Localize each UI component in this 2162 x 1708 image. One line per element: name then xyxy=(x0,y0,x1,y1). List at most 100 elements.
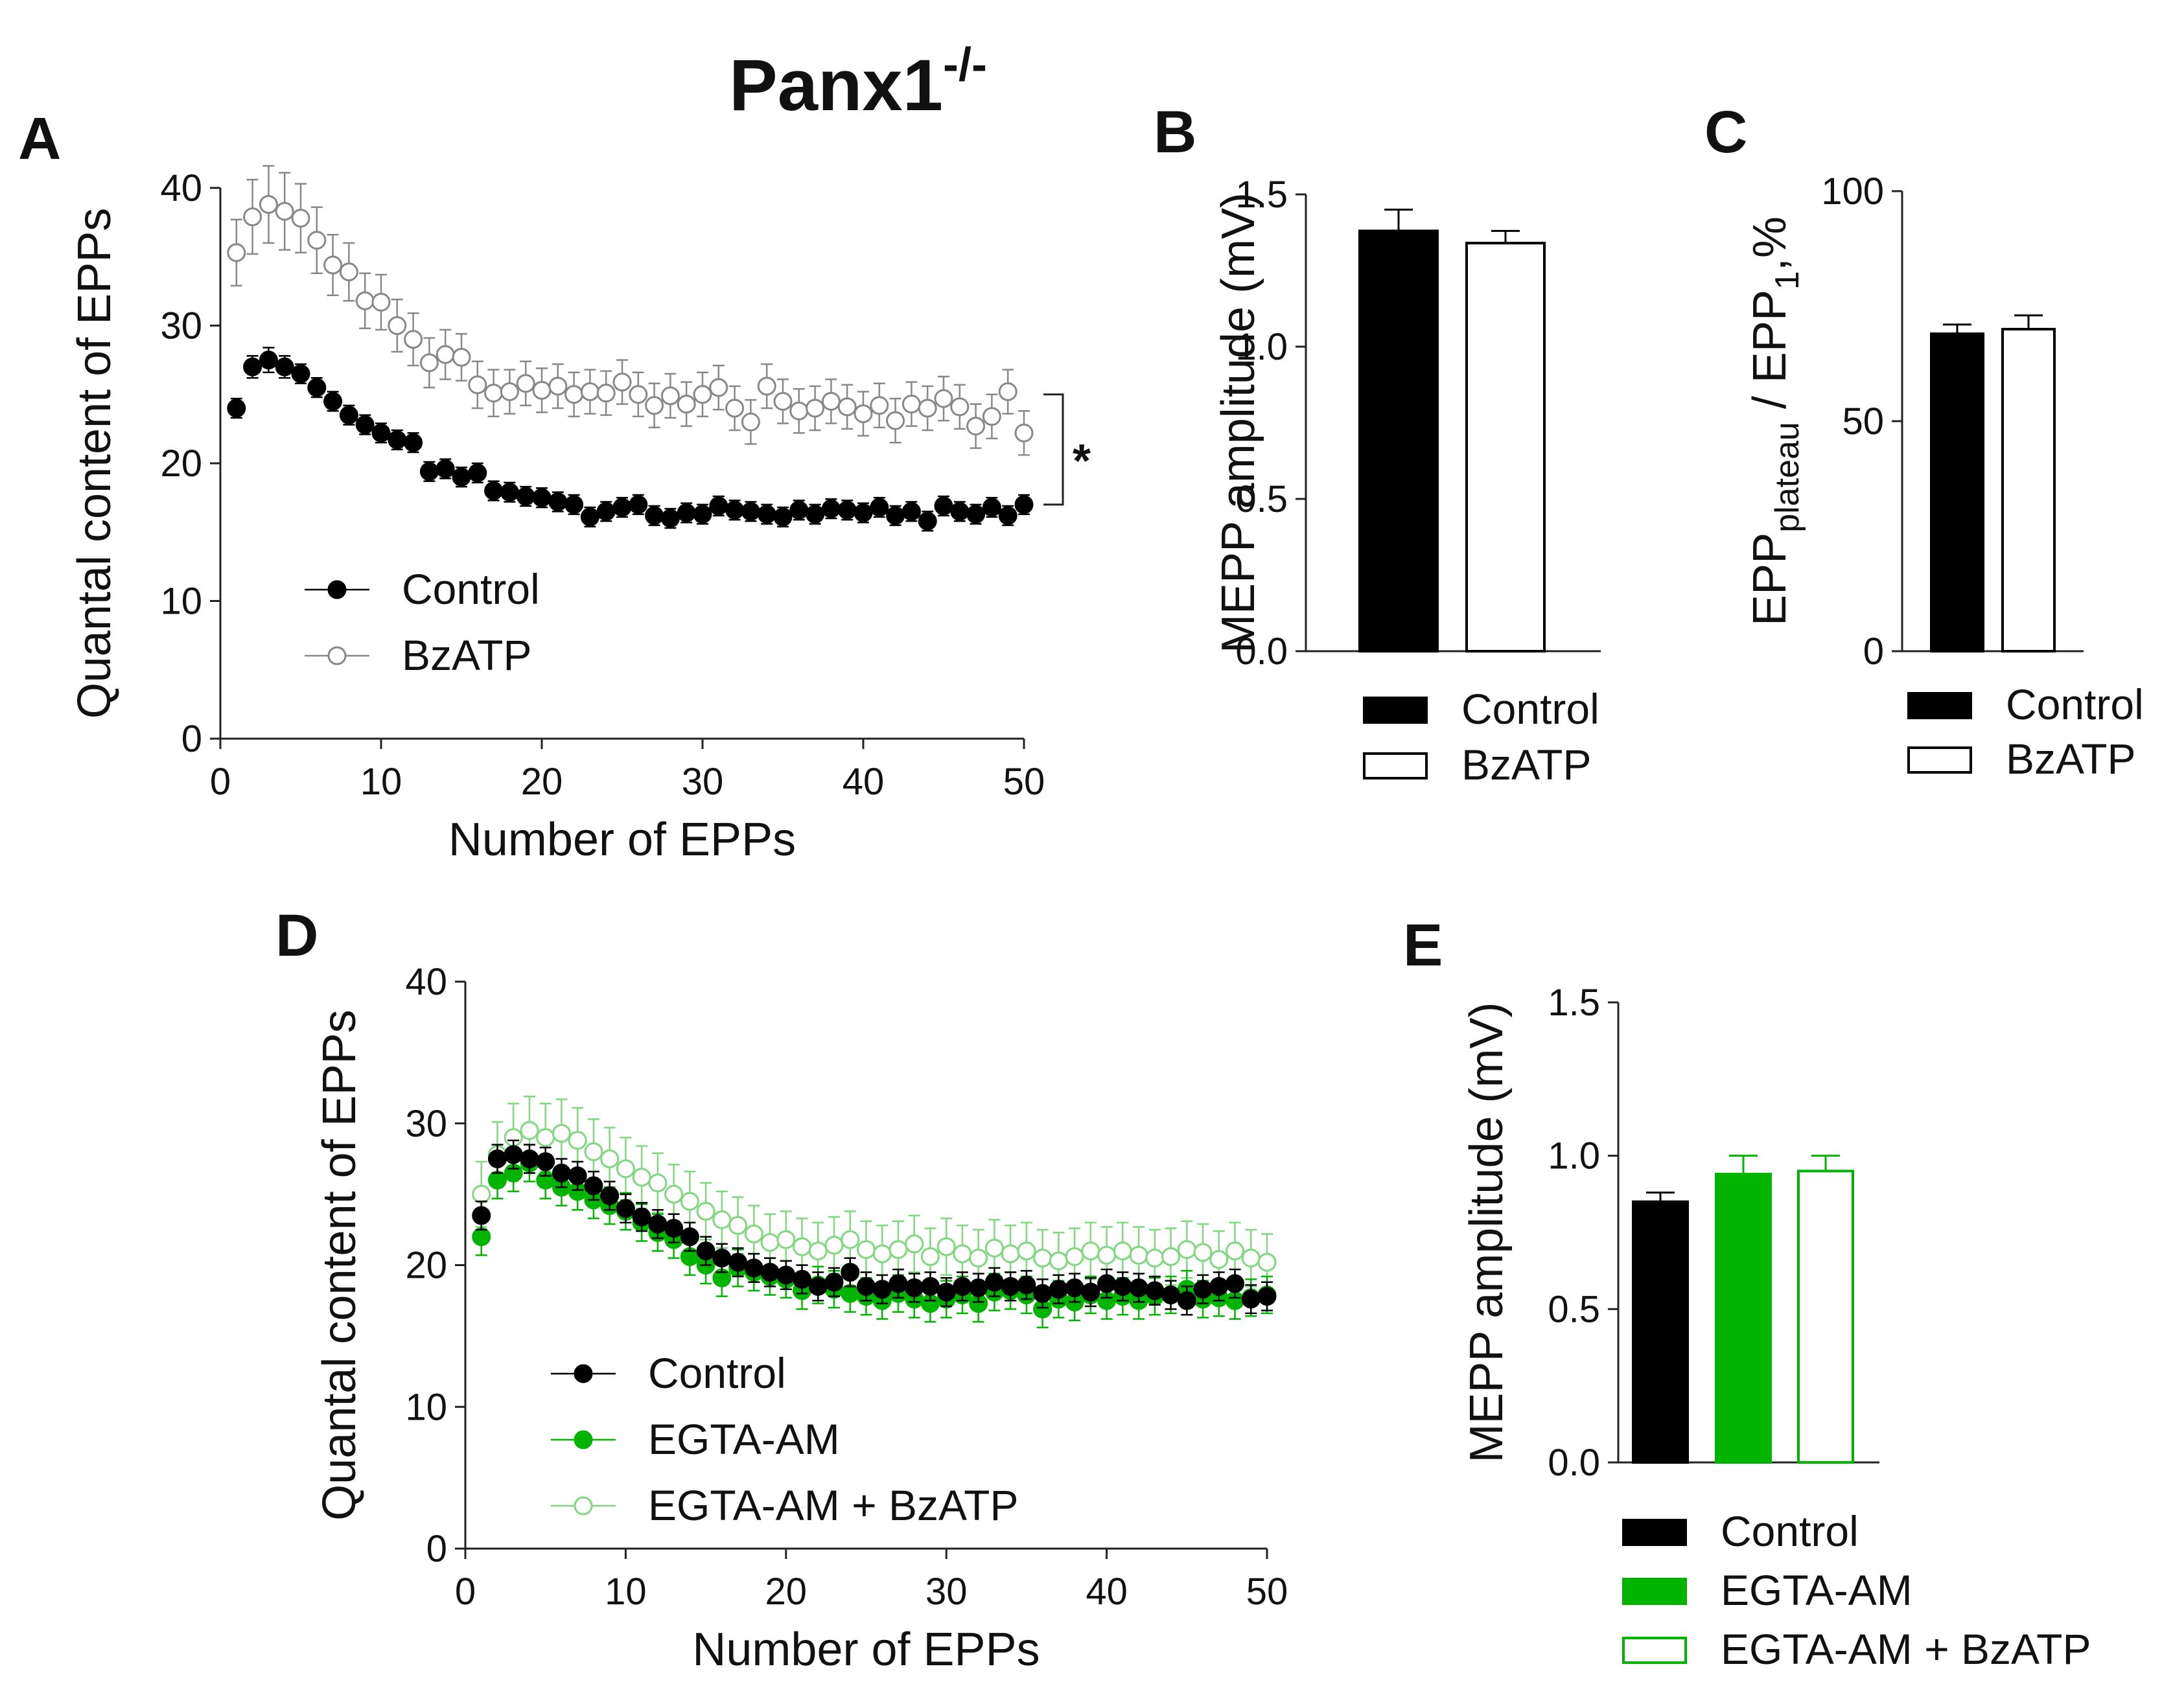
panel-label-b: B xyxy=(1154,99,1196,165)
panel-a-data-point xyxy=(468,463,487,483)
panel-b-bar-bzatp xyxy=(1465,242,1546,652)
panel-c-chart: 0 50 100 Control BzATP EPPplateau / EPP1,% xyxy=(1744,170,2144,783)
panel-a-x-tick-label: 20 xyxy=(521,761,563,803)
panel-d-data-point xyxy=(1177,1291,1196,1310)
panel-a-data-point xyxy=(773,391,793,411)
panel-d-data-point xyxy=(584,1176,603,1195)
panel-d-y-tick-label: 20 xyxy=(405,1245,447,1287)
panel-d-data-point xyxy=(1145,1249,1165,1268)
panel-a-data-point xyxy=(645,506,664,525)
panel-d-data-point xyxy=(1097,1274,1117,1293)
panel-a-data-point xyxy=(516,487,535,506)
panel-a-x-tick-label: 30 xyxy=(682,761,724,803)
panel-a-data-point xyxy=(629,495,648,514)
panel-a-legend-marker xyxy=(327,646,347,665)
panel-d-y-axis-label: Quantal content of EPPs xyxy=(314,1010,366,1520)
panel-d-legend-marker xyxy=(574,1364,593,1383)
panel-a-chart: 0 10 20 30 40 50 0 10 20 30 40 Number of EPPs Quanta… xyxy=(69,165,1091,866)
panel-d-legend-label: EGTA-AM xyxy=(648,1415,840,1463)
panel-a-data-point xyxy=(934,496,953,516)
panel-d-data-point xyxy=(808,1241,828,1261)
panel-e-y-tick-label: 0.5 xyxy=(1548,1288,1600,1330)
panel-d-data-point xyxy=(984,1238,1004,1258)
panel-d-data-point xyxy=(632,1207,651,1227)
panel-e-y-axis-label: MEPP amplitude (mV) xyxy=(1461,1002,1513,1463)
panel-d-data-point xyxy=(712,1249,732,1268)
panel-d-data-point xyxy=(857,1276,876,1296)
panel-b-legend-swatch xyxy=(1363,752,1428,779)
panel-a-data-point xyxy=(564,385,584,404)
panel-a-data-point xyxy=(436,345,455,364)
panel-c-legend-swatch xyxy=(1907,692,1972,719)
panel-a-data-point xyxy=(998,382,1017,401)
panel-d-x-tick-label: 40 xyxy=(1086,1571,1128,1613)
panel-a-data-point xyxy=(1014,423,1034,443)
panel-a-data-point xyxy=(821,391,841,411)
panel-a-data-point xyxy=(645,396,664,415)
panel-a-data-point xyxy=(404,433,423,452)
panel-d-legend-label: EGTA-AM + BzATP xyxy=(648,1481,1018,1529)
panel-d-data-point xyxy=(520,1149,539,1168)
panel-d-data-point xyxy=(1129,1278,1148,1297)
panel-a-data-point xyxy=(452,467,471,487)
panel-a-y-tick-label: 20 xyxy=(160,443,202,485)
panel-e-legend-label: EGTA-AM + BzATP xyxy=(1721,1625,2091,1673)
panel-d-data-point xyxy=(776,1265,796,1285)
panel-a-data-point xyxy=(821,499,841,518)
panel-a-data-point xyxy=(516,374,535,393)
panel-a-data-point xyxy=(693,505,712,524)
panel-d-data-point xyxy=(568,1166,587,1186)
panel-a-data-point xyxy=(307,231,327,250)
panel-a-data-point xyxy=(388,316,407,335)
panel-a-data-point xyxy=(918,511,937,531)
panel-a-data-point xyxy=(612,498,632,517)
panel-d-data-point xyxy=(487,1170,507,1190)
panel-a-data-point xyxy=(323,391,343,411)
panel-a-data-point xyxy=(468,375,487,395)
panel-d-data-point xyxy=(744,1224,763,1243)
panel-d-data-point xyxy=(760,1262,780,1282)
panel-a-data-point xyxy=(452,347,471,367)
panel-d-data-point xyxy=(953,1244,972,1264)
panel-d-data-point xyxy=(969,1278,988,1297)
panel-a-data-point xyxy=(934,389,953,408)
panel-a-data-point xyxy=(806,505,825,524)
panel-a-significance-bracket xyxy=(1043,393,1064,506)
panel-e-legend-swatch xyxy=(1622,1637,1687,1664)
panel-a-data-point xyxy=(741,502,760,521)
panel-a-data-point xyxy=(854,404,873,423)
panel-a-data-point xyxy=(757,505,776,524)
panel-a-y-tick-label: 40 xyxy=(160,167,202,209)
panel-e-bar-control xyxy=(1632,1200,1689,1464)
panel-a-data-point xyxy=(757,376,776,396)
panel-b-y-tick-label: 1.5 xyxy=(1235,174,1288,216)
panel-d-chart: 0 10 20 30 40 50 0 10 20 30 40 Number of EPPs Quanta… xyxy=(314,961,1288,1676)
panel-d-data-point xyxy=(1001,1276,1020,1296)
panel-a-data-point xyxy=(886,506,905,525)
panel-e-bar-egta-am xyxy=(1715,1173,1772,1464)
panel-d-data-point xyxy=(857,1240,876,1259)
panel-a-data-point xyxy=(806,398,825,418)
panel-c-legend-swatch xyxy=(1907,746,1972,774)
panel-d-data-point xyxy=(760,1233,780,1252)
panel-d-data-point xyxy=(1033,1249,1052,1268)
panel-d-data-point xyxy=(696,1201,715,1221)
panel-a-data-point xyxy=(355,291,375,310)
panel-a-data-point xyxy=(660,509,680,528)
panel-d-data-point xyxy=(808,1276,828,1296)
panel-d-data-point xyxy=(1065,1247,1084,1266)
panel-d-data-point xyxy=(793,1237,812,1256)
panel-label-c: C xyxy=(1704,99,1747,165)
panel-d-data-point xyxy=(841,1262,860,1282)
panel-c-legend-label: BzATP xyxy=(2006,735,2135,783)
panel-d-data-point xyxy=(1257,1287,1277,1306)
panel-a-data-point xyxy=(725,500,745,520)
panel-a-data-point xyxy=(564,495,584,514)
panel-b-chart: 0.0 0.5 1.0 1.5 Control BzATP MEPP amplitude (… xyxy=(1213,174,1601,789)
panel-d-data-point xyxy=(744,1258,763,1278)
panel-a-data-point xyxy=(709,378,728,397)
panel-d-data-point xyxy=(1161,1285,1181,1304)
panel-a-data-point xyxy=(660,386,680,406)
panel-c-bar-bzatp xyxy=(2001,328,2056,652)
